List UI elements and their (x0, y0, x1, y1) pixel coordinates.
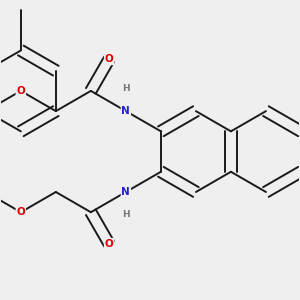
Text: H: H (122, 84, 130, 93)
Text: O: O (16, 86, 25, 96)
Text: N: N (122, 106, 130, 116)
Text: H: H (122, 210, 130, 219)
Text: O: O (16, 207, 25, 217)
Text: O: O (105, 54, 113, 64)
Text: N: N (122, 187, 130, 197)
Text: O: O (105, 239, 113, 249)
